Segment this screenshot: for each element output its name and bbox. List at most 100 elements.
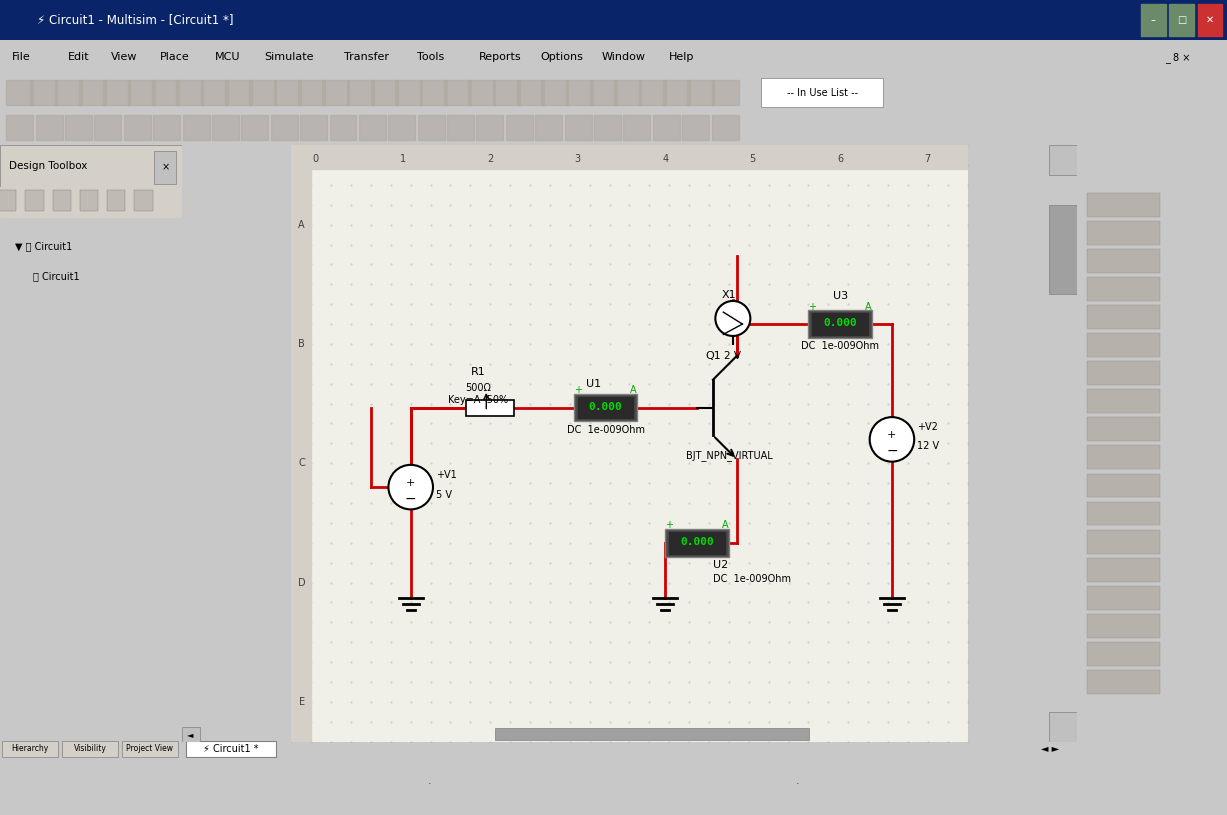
Text: 0: 0 — [312, 154, 318, 165]
Bar — [1086, 361, 1160, 385]
Text: U1: U1 — [587, 379, 601, 389]
Bar — [61, 741, 118, 757]
Bar — [417, 115, 444, 140]
Text: A: A — [298, 219, 306, 230]
Bar — [1198, 4, 1222, 36]
Bar — [665, 529, 729, 557]
Bar — [1086, 642, 1160, 666]
Bar — [574, 394, 637, 421]
Text: +: + — [406, 478, 416, 488]
Bar — [594, 115, 621, 140]
Bar — [94, 115, 121, 140]
Text: A: A — [865, 302, 871, 311]
Text: DC  1e-009Ohm: DC 1e-009Ohm — [713, 574, 791, 584]
Bar — [291, 145, 968, 169]
Bar — [761, 78, 883, 107]
Bar — [26, 190, 44, 211]
Text: Tools: Tools — [417, 52, 444, 63]
Text: ⚡ Circuit1 - Multisim - [Circuit1 *]: ⚡ Circuit1 - Multisim - [Circuit1 *] — [37, 14, 233, 26]
Text: Design Toolbox: Design Toolbox — [9, 161, 87, 171]
Bar — [1141, 4, 1166, 36]
Text: Transfer: Transfer — [344, 52, 389, 63]
Bar — [1086, 474, 1160, 497]
Text: +: + — [887, 430, 897, 440]
Bar — [1086, 249, 1160, 273]
Bar — [0, 145, 182, 187]
Text: +V1: +V1 — [436, 470, 456, 480]
Text: Hierarchy: Hierarchy — [11, 744, 49, 754]
Bar — [447, 115, 474, 140]
Bar — [639, 80, 666, 105]
Bar — [809, 311, 872, 338]
Bar — [155, 151, 177, 184]
Bar — [135, 190, 152, 211]
Bar — [712, 115, 739, 140]
Text: 1: 1 — [400, 154, 406, 165]
Text: Simulate: Simulate — [264, 52, 313, 63]
Bar — [1086, 390, 1160, 413]
Text: ◄: ◄ — [188, 729, 194, 739]
Bar — [476, 115, 503, 140]
Bar — [653, 115, 680, 140]
Bar — [494, 729, 809, 740]
Text: Edit: Edit — [67, 52, 90, 63]
Text: DC  1e-009Ohm: DC 1e-009Ohm — [801, 341, 880, 351]
Text: D: D — [298, 578, 306, 588]
Bar — [1049, 711, 1077, 742]
Bar — [225, 80, 252, 105]
Text: E: E — [298, 697, 304, 707]
Text: B: B — [298, 339, 306, 349]
Bar — [298, 80, 325, 105]
Bar — [6, 80, 33, 105]
Bar — [615, 80, 642, 105]
Text: +: + — [665, 520, 674, 531]
Bar — [323, 80, 350, 105]
Bar — [212, 115, 239, 140]
Text: .: . — [428, 776, 431, 786]
Text: 12 V: 12 V — [918, 441, 940, 451]
Bar — [107, 190, 125, 211]
Text: −: − — [405, 492, 416, 506]
Bar — [623, 115, 650, 140]
Text: 2 V: 2 V — [724, 351, 741, 361]
Text: 3: 3 — [574, 154, 580, 165]
Bar — [177, 80, 204, 105]
Text: A: A — [721, 520, 728, 531]
Bar — [358, 115, 385, 140]
Bar — [0, 187, 182, 217]
Bar — [712, 80, 739, 105]
Bar — [121, 741, 178, 757]
Text: □: □ — [1177, 15, 1187, 25]
Text: MCU: MCU — [215, 52, 240, 63]
Bar — [36, 115, 63, 140]
Bar — [564, 115, 591, 140]
Text: Q1: Q1 — [706, 351, 720, 361]
Bar — [493, 80, 520, 105]
Circle shape — [715, 301, 751, 336]
Text: +: + — [809, 302, 816, 311]
Text: -- In Use List --: -- In Use List -- — [787, 87, 858, 98]
Text: 📄 Circuit1: 📄 Circuit1 — [33, 271, 80, 281]
Bar — [53, 190, 71, 211]
Bar — [183, 115, 210, 140]
Bar — [1086, 221, 1160, 244]
Bar — [31, 80, 58, 105]
Bar — [812, 313, 867, 335]
Bar — [301, 115, 328, 140]
Bar — [1169, 4, 1194, 36]
Bar — [1049, 145, 1077, 175]
Bar — [291, 145, 312, 742]
Bar — [152, 80, 179, 105]
Circle shape — [870, 417, 914, 461]
Bar — [347, 80, 374, 105]
Bar — [395, 80, 422, 105]
Bar — [1086, 501, 1160, 526]
Bar — [1086, 277, 1160, 301]
Bar — [388, 115, 415, 140]
Bar — [274, 80, 301, 105]
Bar — [517, 80, 544, 105]
Bar — [271, 115, 298, 140]
Text: A: A — [631, 385, 637, 395]
Bar — [590, 80, 617, 105]
Text: View: View — [110, 52, 137, 63]
